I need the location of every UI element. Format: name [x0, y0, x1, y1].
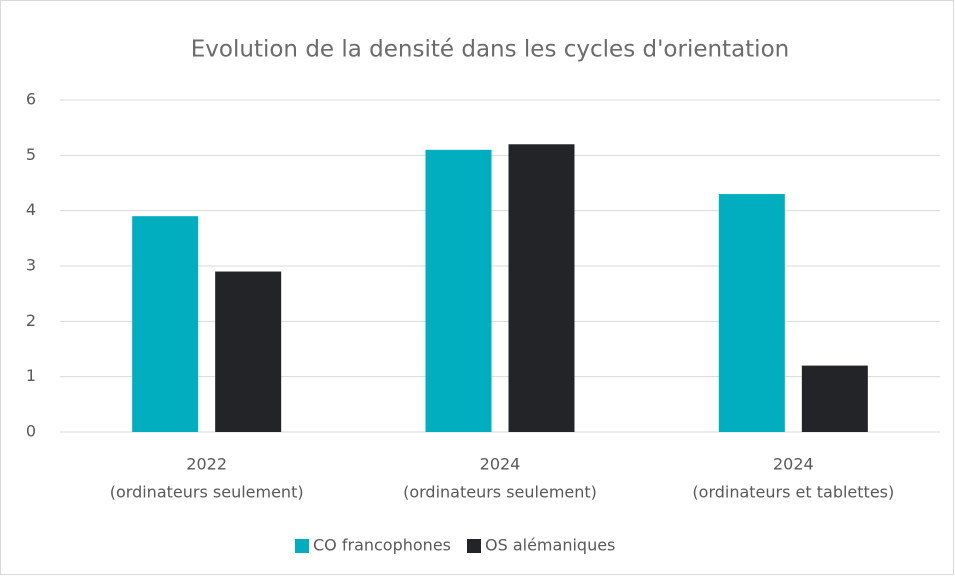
x-tick-label: (ordinateurs et tablettes) — [692, 483, 894, 502]
legend-swatch — [467, 539, 481, 553]
x-tick-label: 2022 — [186, 455, 227, 474]
legend-swatch — [295, 539, 309, 553]
y-tick-label: 5 — [26, 145, 36, 164]
y-tick-label: 6 — [26, 90, 36, 109]
y-tick-label: 1 — [26, 366, 36, 385]
y-tick-label: 2 — [26, 311, 36, 330]
bar — [801, 365, 868, 432]
y-tick-label: 3 — [26, 256, 36, 275]
bar — [508, 144, 575, 432]
x-tick-label: (ordinateurs seulement) — [110, 483, 304, 502]
y-tick-label: 0 — [26, 422, 36, 441]
x-tick-label: 2024 — [773, 455, 814, 474]
legend-label: CO francophones — [313, 536, 451, 555]
x-tick-label: (ordinateurs seulement) — [403, 483, 597, 502]
x-tick-label: 2024 — [480, 455, 521, 474]
bar — [215, 271, 282, 432]
bar — [132, 216, 199, 432]
y-tick-label: 4 — [26, 200, 36, 219]
legend-label: OS alémaniques — [485, 536, 615, 555]
bar — [718, 194, 785, 432]
bar — [425, 149, 492, 433]
chart-title: Evolution de la densité dans les cycles … — [191, 37, 789, 63]
